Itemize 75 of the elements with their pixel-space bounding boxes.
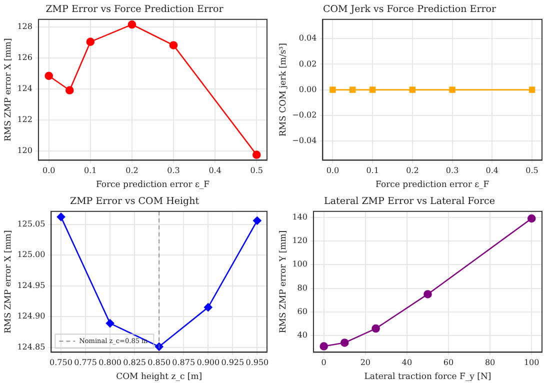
point: [252, 150, 261, 159]
chart-title: COM Jerk vs Force Prediction Error: [322, 4, 496, 16]
y-tick-label: 124.85: [17, 342, 46, 352]
y-tick-label: −0.04: [292, 136, 317, 146]
x-tick-label: 0.1: [84, 166, 97, 176]
chart-title: Lateral ZMP Error vs Lateral Force: [324, 196, 496, 208]
x-tick-label: 0.875: [172, 358, 196, 368]
y-tick-label: 80: [297, 283, 308, 292]
point: [56, 212, 66, 222]
x-tick-label: 0.925: [221, 358, 244, 368]
x-tick-label: 100: [524, 358, 540, 368]
x-tick-label: 0.850: [148, 358, 171, 368]
y-axis-title: RMS ZMP error X [mm]: [3, 38, 14, 142]
x-tick-label: 0.950: [246, 358, 269, 368]
point: [424, 290, 432, 298]
y-axis-title: RMS ZMP error Y [mm]: [278, 230, 288, 334]
x-tick-label: 40: [402, 358, 412, 368]
x-tick-label: 0.825: [123, 358, 146, 368]
point: [320, 342, 328, 350]
x-tick-label: 0.2: [406, 166, 419, 176]
y-tick-label: 40: [297, 330, 308, 340]
y-tick-label: −0.02: [292, 110, 317, 120]
x-tick-label: 0: [321, 358, 326, 368]
y-tick-label: 124.95: [17, 280, 46, 290]
x-tick-label: 0.4: [208, 166, 222, 176]
y-tick-label: 120: [17, 146, 32, 155]
y-axis-title: RMS ZMP error X [mm]: [3, 230, 14, 334]
y-tick-label: 126: [17, 53, 32, 62]
point: [372, 324, 380, 333]
chart-title: ZMP Error vs Force Prediction Error: [46, 4, 224, 16]
x-tick-label: 0.4: [486, 166, 499, 176]
y-tick-label: 125.00: [17, 250, 46, 260]
point: [340, 338, 349, 347]
point: [253, 216, 262, 225]
y-tick-label: 0.04: [298, 34, 317, 43]
x-tick-label: 0.3: [446, 166, 459, 176]
y-tick-label: 124: [17, 84, 32, 94]
y-tick-label: 124.90: [17, 312, 46, 321]
point: [65, 86, 74, 94]
y-tick-label: 60: [297, 307, 308, 316]
chart-title: ZMP Error vs COM Height: [70, 196, 200, 208]
x-tick-label: 20: [360, 358, 370, 368]
x-tick-label: 0.800: [98, 358, 122, 368]
point: [204, 303, 212, 312]
y-tick-label: 128: [17, 22, 32, 32]
x-tick-label: 80: [484, 358, 496, 368]
point: [527, 214, 536, 223]
x-axis-title: COM height z_c [m]: [116, 372, 202, 382]
point: [86, 38, 95, 46]
x-tick-label: 60: [443, 358, 454, 368]
x-tick-label: 0.775: [74, 358, 97, 368]
x-axis-title: Force prediction error ε_F: [96, 180, 210, 190]
x-tick-label: 0.3: [167, 166, 180, 176]
x-tick-label: 0.0: [42, 166, 56, 176]
y-tick-label: 100: [292, 260, 308, 269]
y-tick-label: 122: [17, 115, 32, 124]
y-axis-title: RMS COM jerk [m/s³]: [278, 43, 288, 137]
point: [106, 319, 114, 328]
x-tick-label: 0.900: [196, 358, 220, 368]
x-axis-title: Force prediction error ε_F: [376, 180, 490, 190]
y-tick-label: 125.05: [17, 219, 46, 228]
point: [128, 20, 136, 29]
point: [169, 41, 178, 50]
x-tick-label: 0.1: [366, 166, 379, 176]
y-tick-label: 0.00: [298, 84, 317, 94]
x-tick-label: 0.5: [526, 166, 538, 176]
x-tick-label: 0.750: [50, 358, 72, 368]
x-tick-label: 0.2: [126, 166, 138, 176]
y-tick-label: 0.02: [298, 59, 317, 68]
y-tick-label: 140: [292, 212, 308, 222]
x-tick-label: 0.5: [250, 166, 263, 176]
x-axis-title: Lateral traction force F_y [N]: [364, 372, 492, 382]
point: [44, 72, 54, 80]
x-tick-label: 0.0: [326, 166, 340, 176]
y-tick-label: 120: [292, 236, 308, 246]
